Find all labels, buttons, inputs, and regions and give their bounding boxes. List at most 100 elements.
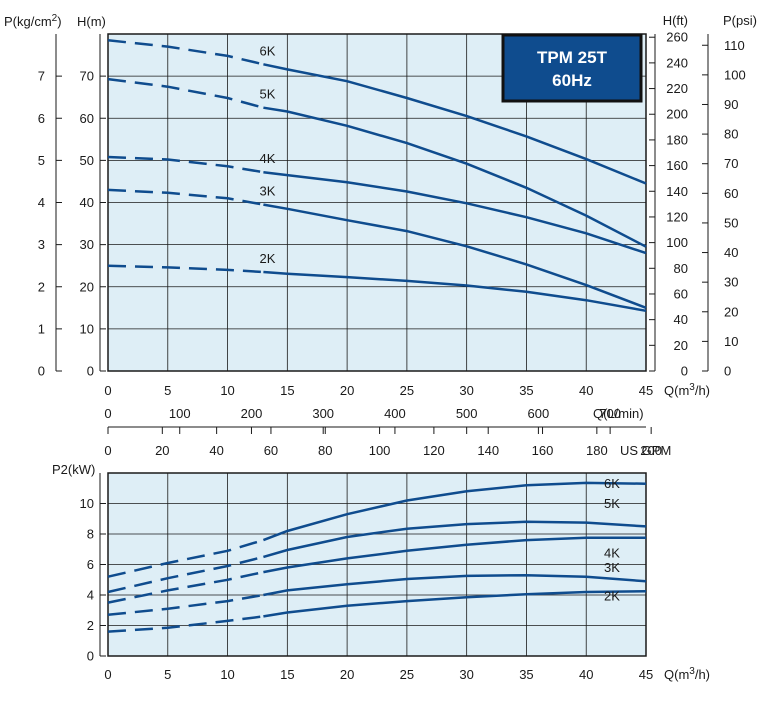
- head-curve-label-6k: 6K: [259, 43, 275, 58]
- pressure-kg-tick-label: 0: [38, 364, 45, 379]
- feet-tick-label: 260: [666, 30, 688, 45]
- power-curve-label-3k: 3K: [604, 560, 620, 575]
- power-axis-title: P2(kW): [52, 462, 95, 477]
- flow-gpm-tick-label: 140: [477, 443, 499, 458]
- flow-m3h-tick-label: 30: [459, 383, 473, 398]
- power-curve-3k-dashed-segment: [107, 593, 264, 617]
- psi-tick-label: 20: [724, 304, 738, 319]
- head-tick-label: 40: [80, 195, 94, 210]
- head-curve-label-5k: 5K: [259, 87, 275, 102]
- flow-gpm-tick-label: 200: [640, 443, 662, 458]
- power-tick-label: 4: [87, 588, 94, 603]
- power-tick-label: 2: [87, 618, 94, 633]
- head-tick-label: 20: [80, 279, 94, 294]
- flow-m3h-tick-label: 10: [220, 383, 234, 398]
- power-flow-tick-label: 20: [340, 667, 354, 682]
- head-tick-label: 30: [80, 237, 94, 252]
- head-curve-6k-solid-segment: [263, 63, 647, 185]
- head-curve-3k-solid-segment: [263, 203, 647, 309]
- feet-tick-label: 100: [666, 235, 688, 250]
- flow-lpm-tick-label: 400: [384, 406, 406, 421]
- flow-lpm-tick-label: 300: [312, 406, 334, 421]
- flow-lpm-tick-label: 500: [456, 406, 478, 421]
- pressure-kg-tick-label: 6: [38, 111, 45, 126]
- head-curve-label-3k: 3K: [259, 184, 275, 199]
- flow-lpm-tick-label: 600: [528, 406, 550, 421]
- power-curve-6k-dashed-segment: [107, 538, 264, 578]
- feet-axis-title: H(ft): [663, 13, 688, 28]
- psi-tick-label: 10: [724, 334, 738, 349]
- flow-lpm-tick-label: 0: [104, 406, 111, 421]
- power-curve-2k-solid-segment: [263, 589, 647, 618]
- pressure-kg-tick-label: 2: [38, 279, 45, 294]
- head-tick-label: 70: [80, 69, 94, 84]
- feet-tick-label: 140: [666, 184, 688, 199]
- flow-gpm-tick-label: 20: [155, 443, 169, 458]
- flow-gpm-tick-label: 60: [264, 443, 278, 458]
- head-tick-label: 60: [80, 111, 94, 126]
- feet-tick-label: 60: [674, 286, 688, 301]
- feet-tick-label: 220: [666, 81, 688, 96]
- flow-gpm-tick-label: 100: [369, 443, 391, 458]
- head-curve-2k-dashed-segment: [107, 264, 264, 274]
- flow-m3h-tick-label: 40: [579, 383, 593, 398]
- feet-tick-label: 20: [674, 338, 688, 353]
- psi-tick-label: 100: [724, 67, 746, 82]
- model-frequency-label: 60Hz: [552, 71, 592, 90]
- power-tick-label: 0: [87, 649, 94, 664]
- psi-tick-label: 80: [724, 127, 738, 142]
- power-flow-tick-label: 0: [104, 667, 111, 682]
- feet-tick-label: 40: [674, 312, 688, 327]
- model-name-label: TPM 25T: [537, 48, 608, 67]
- flow-gpm-tick-label: 160: [532, 443, 554, 458]
- flow-lpm-tick-label: 100: [169, 406, 191, 421]
- flow-lpm-axis-title: Q(L/min): [593, 406, 644, 421]
- feet-tick-label: 120: [666, 209, 688, 224]
- power-flow-tick-label: 5: [164, 667, 171, 682]
- feet-tick-label: 0: [681, 364, 688, 379]
- power-curve-3k-solid-segment: [263, 573, 647, 597]
- power-flow-tick-label: 30: [459, 667, 473, 682]
- head-curve-3k-dashed-segment: [107, 188, 264, 206]
- pressure-kg-tick-label: 3: [38, 237, 45, 252]
- power-flow-tick-label: 35: [519, 667, 533, 682]
- psi-tick-label: 90: [724, 97, 738, 112]
- flow-m3h-tick-label: 5: [164, 383, 171, 398]
- feet-tick-label: 240: [666, 55, 688, 70]
- power-curve-5k-solid-segment: [263, 520, 647, 559]
- power-curve-4k-solid-segment: [263, 536, 646, 574]
- psi-tick-label: 110: [724, 38, 745, 53]
- power-flow-tick-label: 45: [639, 667, 653, 682]
- pressure-kg-tick-label: 7: [38, 69, 45, 84]
- flow-lpm-tick-label: 700: [599, 406, 621, 421]
- pressure-kg-tick-label: 1: [38, 321, 45, 336]
- power-tick-label: 8: [87, 527, 94, 542]
- power-curve-label-4k: 4K: [604, 546, 620, 561]
- head-axis-title: H(m): [77, 14, 106, 29]
- power-tick-label: 6: [87, 557, 94, 572]
- flow-gpm-tick-label: 120: [423, 443, 445, 458]
- model-box: [501, 33, 643, 103]
- pressure-kg-axis-title: P(kg/cm2): [4, 13, 62, 29]
- flow-m3h-tick-label: 20: [340, 383, 354, 398]
- flow-m3h-tick-label: 25: [400, 383, 414, 398]
- flow-gpm-tick-label: 80: [318, 443, 332, 458]
- head-curve-4k-dashed-segment: [107, 155, 264, 174]
- power-flow-tick-label: 25: [400, 667, 414, 682]
- psi-tick-label: 40: [724, 245, 738, 260]
- head-curve-label-2k: 2K: [259, 251, 275, 266]
- flow-gpm-tick-label: 40: [209, 443, 223, 458]
- flow-m3h-axis-title: Q(m3/h): [664, 382, 710, 398]
- power-curve-5k-dashed-segment: [107, 555, 264, 594]
- pressure-kg-tick-label: 4: [38, 195, 45, 210]
- power-flow-tick-label: 15: [280, 667, 294, 682]
- head-curve-5k-dashed-segment: [107, 77, 264, 109]
- head-curve-5k-solid-segment: [263, 106, 647, 248]
- power-curve-label-2k: 2K: [604, 588, 620, 603]
- power-curve-label-6k: 6K: [604, 476, 620, 491]
- pressure-kg-tick-label: 5: [38, 153, 45, 168]
- power-curve-4k-dashed-segment: [107, 570, 264, 604]
- flow-gpm-axis-title: US GPM: [620, 443, 671, 458]
